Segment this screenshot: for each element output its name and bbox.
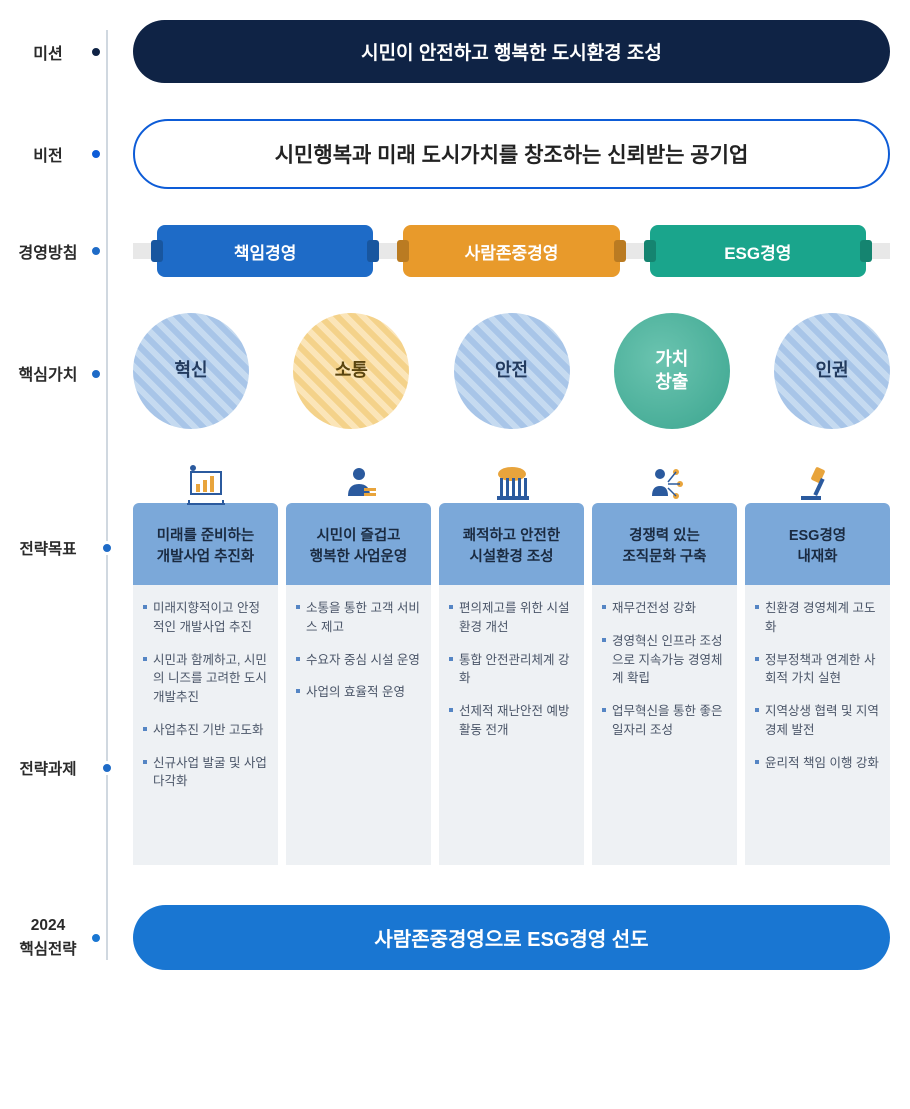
task-item: 수요자 중심 시설 운영 [296,651,421,670]
building-icon [439,457,584,513]
person-icon [286,457,431,513]
label-policy: 경영방침 [0,239,96,263]
strategy-title-4: ESG경영 내재화 [745,503,890,585]
gavel-icon [745,457,890,513]
row-2024: 2024 핵심전략 사람존중경영으로 ESG경영 선도 [0,905,890,970]
value-circle-2: 안전 [454,313,570,429]
policy-btn-1: 사람존중경영 [403,225,619,277]
pill-vision: 시민행복과 미래 도시가치를 창조하는 신뢰받는 공기업 [133,119,890,189]
dot-mission [89,45,103,59]
row-policy: 경영방침 책임경영 사람존중경영 ESG경영 [0,225,890,277]
pill-mission: 시민이 안전하고 행복한 도시환경 조성 [133,20,890,83]
task-item: 윤리적 책임 이행 강화 [755,754,880,773]
row-vision: 비전 시민행복과 미래 도시가치를 창조하는 신뢰받는 공기업 [0,119,890,189]
strategy-column-1: 시민이 즐겁고 행복한 사업운영소통을 통한 고객 서비스 제고수요자 중심 시… [286,457,431,865]
task-item: 업무혁신을 통한 좋은 일자리 조성 [602,702,727,740]
strategy-title-1: 시민이 즐겁고 행복한 사업운영 [286,503,431,585]
strategy-tasks-0: 미래지향적이고 안정적인 개발사업 추진시민과 함께하고, 시민의 니즈를 고려… [133,585,278,865]
task-item: 미래지향적이고 안정적인 개발사업 추진 [143,599,268,637]
chart-icon [133,457,278,513]
network-icon [592,457,737,513]
strategy-tasks-1: 소통을 통한 고객 서비스 제고수요자 중심 시설 운영사업의 효율적 운영 [286,585,431,865]
task-item: 선제적 재난안전 예방활동 전개 [449,702,574,740]
task-item: 정부정책과 연계한 사회적 가치 실현 [755,651,880,689]
task-item: 소통을 통한 고객 서비스 제고 [296,599,421,637]
dot-strategy-task [100,761,114,775]
strategy-column-4: ESG경영 내재화친환경 경영체계 고도화정부정책과 연계한 사회적 가치 실현… [745,457,890,865]
strategy-tasks-2: 편의제고를 위한 시설환경 개선통합 안전관리체계 강화선제적 재난안전 예방활… [439,585,584,865]
strategy-title-0: 미래를 준비하는 개발사업 추진화 [133,503,278,585]
strategy-title-3: 경쟁력 있는 조직문화 구축 [592,503,737,585]
label-vision: 비전 [0,142,96,166]
dot-strategy-goal [100,541,114,555]
dot-policy [89,244,103,258]
strategy-column-3: 경쟁력 있는 조직문화 구축재무건전성 강화경영혁신 인프라 조성으로 지속가능… [592,457,737,865]
task-item: 편의제고를 위한 시설환경 개선 [449,599,574,637]
policy-bar: 책임경영 사람존중경영 ESG경영 [133,225,890,277]
task-item: 신규사업 발굴 및 사업다각화 [143,754,268,792]
strategy-tasks-4: 친환경 경영체계 고도화정부정책과 연계한 사회적 가치 실현지역상생 협력 및… [745,585,890,865]
task-item: 시민과 함께하고, 시민의 니즈를 고려한 도시개발추진 [143,651,268,707]
vision-strategy-diagram: 미션 시민이 안전하고 행복한 도시환경 조성 비전 시민행복과 미래 도시가치… [0,20,890,970]
row-values: 핵심가치 혁신 소통 안전 가치 창출 인권 [0,313,890,429]
value-circle-1: 소통 [293,313,409,429]
value-circle-4: 인권 [774,313,890,429]
label-2024: 2024 핵심전략 [0,914,96,961]
label-mission: 미션 [0,40,96,64]
label-values: 핵심가치 [0,313,96,385]
task-item: 경영혁신 인프라 조성으로 지속가능 경영체계 확립 [602,632,727,688]
strategy-column-0: 미래를 준비하는 개발사업 추진화미래지향적이고 안정적인 개발사업 추진시민과… [133,457,278,865]
dot-values [89,367,103,381]
dot-2024 [89,931,103,945]
row-strategy: 전략목표 전략과제 미래를 준비하는 개발사업 추진화미래지향적이고 안정적인 … [0,457,890,865]
label-strategy-goal: 전략목표 [0,537,96,559]
row-mission: 미션 시민이 안전하고 행복한 도시환경 조성 [0,20,890,83]
strategy-column-2: 쾌적하고 안전한 시설환경 조성편의제고를 위한 시설환경 개선통합 안전관리체… [439,457,584,865]
label-strategy-task: 전략과제 [0,757,96,779]
policy-btn-2: ESG경영 [650,225,866,277]
task-item: 통합 안전관리체계 강화 [449,651,574,689]
strategy-title-2: 쾌적하고 안전한 시설환경 조성 [439,503,584,585]
task-item: 지역상생 협력 및 지역경제 발전 [755,702,880,740]
task-item: 재무건전성 강화 [602,599,727,618]
policy-btn-0: 책임경영 [157,225,373,277]
pill-2024: 사람존중경영으로 ESG경영 선도 [133,905,890,970]
value-circle-3: 가치 창출 [614,313,730,429]
task-item: 사업의 효율적 운영 [296,683,421,702]
dot-vision [89,147,103,161]
task-item: 친환경 경영체계 고도화 [755,599,880,637]
task-item: 사업추진 기반 고도화 [143,721,268,740]
value-circle-0: 혁신 [133,313,249,429]
strategy-tasks-3: 재무건전성 강화경영혁신 인프라 조성으로 지속가능 경영체계 확립업무혁신을 … [592,585,737,865]
